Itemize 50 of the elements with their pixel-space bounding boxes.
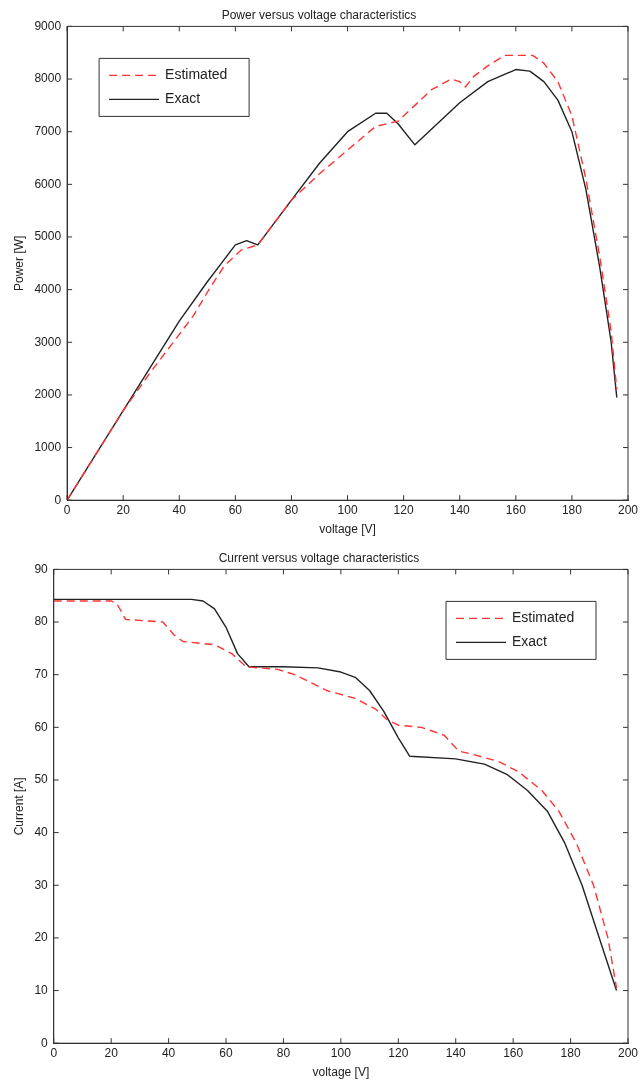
legend-label: Exact [512,633,548,650]
x-axis-title: voltage [V] [312,1065,370,1080]
x-tick-label: 200 [617,502,639,517]
x-tick-label: 180 [561,502,583,517]
y-tick-label: 50 [34,772,49,787]
y-tick-label: 1000 [34,439,62,454]
legend-label: Estimated [165,66,228,83]
x-tick-label: 60 [228,502,243,517]
x-tick-label: 120 [393,502,414,517]
y-tick-label: 70 [34,667,49,681]
x-tick-label: 80 [284,502,299,517]
legend-label: Exact [165,90,201,107]
x-tick-label: 120 [388,1045,409,1060]
y-tick-label: 0 [41,1035,49,1050]
x-tick-label: 100 [337,502,358,517]
y-tick-label: 60 [34,719,49,734]
x-axis-title: voltage [V] [319,522,376,537]
y-tick-label: 0 [54,492,62,507]
x-tick-label: 160 [505,502,527,517]
y-axis-title: Current [A] [11,777,26,836]
y-tick-label: 20 [34,930,49,945]
y-tick-label: 7000 [34,124,62,138]
x-tick-label: 20 [116,502,131,517]
y-tick-label: 2000 [34,387,62,402]
x-tick-label: 40 [172,502,187,517]
y-tick-label: 8000 [34,71,62,86]
chart-title: Current versus voltage characteristics [218,550,420,565]
y-tick-label: 10 [34,982,49,997]
y-tick-label: 30 [34,877,49,892]
x-tick-label: 60 [219,1045,234,1060]
y-tick-label: 9000 [34,18,62,33]
y-tick-label: 40 [34,824,49,839]
legend-label: Estimated [512,609,575,626]
chart-title: Power versus voltage characteristics [221,7,417,22]
x-tick-label: 140 [445,1045,467,1060]
y-tick-label: 5000 [34,229,62,244]
x-tick-label: 40 [161,1045,176,1060]
x-tick-label: 100 [330,1045,352,1060]
x-tick-label: 80 [276,1045,291,1060]
y-tick-label: 4000 [34,281,62,296]
x-tick-label: 140 [449,502,471,517]
y-axis-title: Power [W] [11,235,26,291]
x-tick-label: 200 [617,1045,639,1060]
y-tick-label: 6000 [34,176,62,191]
y-tick-label: 3000 [34,334,62,349]
x-tick-label: 180 [560,1045,581,1060]
y-tick-label: 90 [34,561,49,576]
x-tick-label: 160 [503,1045,524,1060]
y-tick-label: 80 [34,614,49,629]
x-tick-label: 20 [104,1045,119,1060]
